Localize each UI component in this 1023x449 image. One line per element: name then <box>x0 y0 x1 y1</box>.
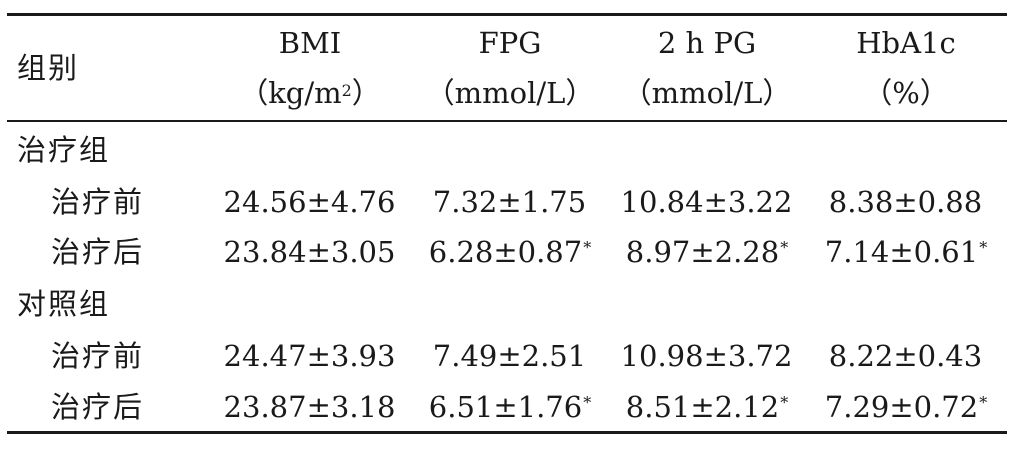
unit-bmi-exponent: 2 <box>341 81 352 100</box>
cell-value: 8.97±2.28 <box>625 235 780 269</box>
significance-mark: * <box>780 238 789 257</box>
header-group-label: 组别 <box>17 51 80 85</box>
cell-value: 7.49±2.51 <box>432 339 587 373</box>
significance-mark: * <box>583 238 592 257</box>
cell-bmi: 23.87±3.18 <box>224 390 397 424</box>
cell-hba1c: 7.14±0.61* <box>825 235 987 269</box>
header-col-hba1c: HbA1c <box>856 26 956 60</box>
unit-bmi-open: （kg/m <box>239 76 342 110</box>
cell-value: 24.47±3.93 <box>223 339 396 373</box>
cell-value: 7.32±1.75 <box>432 185 587 219</box>
cell-value: 24.56±4.76 <box>223 185 396 219</box>
cell-bmi: 24.47±3.93 <box>224 339 397 373</box>
row-label: 治疗前 <box>51 339 145 373</box>
header-unit-bmi: （kg/m2） <box>239 76 381 110</box>
cell-2hpg: 8.51±2.12* <box>626 390 788 424</box>
significance-mark: * <box>979 238 988 257</box>
cell-hba1c: 8.38±0.88 <box>829 185 983 219</box>
header-col-2hpg: 2 h PG <box>657 26 757 60</box>
cell-value: 23.84±3.05 <box>223 235 396 269</box>
row-label: 治疗前 <box>51 185 145 219</box>
significance-mark: * <box>979 393 988 412</box>
cell-2hpg: 10.84±3.22 <box>621 185 794 219</box>
header-col-bmi: BMI <box>278 26 342 60</box>
cell-value: 8.22±0.43 <box>828 339 983 373</box>
cell-value: 8.51±2.12 <box>625 390 780 424</box>
bottom-rule <box>7 431 1007 434</box>
cell-value: 10.84±3.22 <box>620 185 793 219</box>
unit-bmi-close: ） <box>351 76 381 110</box>
cell-value: 6.51±1.76 <box>428 390 583 424</box>
cell-fpg: 7.49±2.51 <box>433 339 587 373</box>
cell-fpg: 6.28±0.87* <box>429 235 591 269</box>
cell-value: 23.87±3.18 <box>223 390 396 424</box>
cell-hba1c: 7.29±0.72* <box>825 390 987 424</box>
cell-fpg: 7.32±1.75 <box>433 185 587 219</box>
cell-2hpg: 8.97±2.28* <box>626 235 788 269</box>
header-col-fpg: FPG <box>478 26 542 60</box>
cell-bmi: 24.56±4.76 <box>224 185 397 219</box>
row-label: 治疗后 <box>51 390 145 424</box>
row-label: 治疗后 <box>51 235 145 269</box>
cell-value: 6.28±0.87 <box>428 235 583 269</box>
cell-value: 8.38±0.88 <box>828 185 983 219</box>
header-rule <box>7 120 1007 122</box>
cell-bmi: 23.84±3.05 <box>224 235 397 269</box>
cell-hba1c: 8.22±0.43 <box>829 339 983 373</box>
header-unit-hba1c: （%） <box>863 76 949 110</box>
header-unit-fpg: （mmol/L） <box>425 76 595 110</box>
cell-value: 7.14±0.61 <box>824 235 979 269</box>
top-rule <box>7 13 1007 16</box>
group-label-treatment: 治疗组 <box>17 133 111 167</box>
significance-mark: * <box>583 393 592 412</box>
cell-2hpg: 10.98±3.72 <box>621 339 794 373</box>
cell-value: 10.98±3.72 <box>620 339 793 373</box>
cell-fpg: 6.51±1.76* <box>429 390 591 424</box>
significance-mark: * <box>780 393 789 412</box>
group-label-control: 对照组 <box>17 287 111 321</box>
header-unit-2hpg: （mmol/L） <box>622 76 792 110</box>
cell-value: 7.29±0.72 <box>824 390 979 424</box>
